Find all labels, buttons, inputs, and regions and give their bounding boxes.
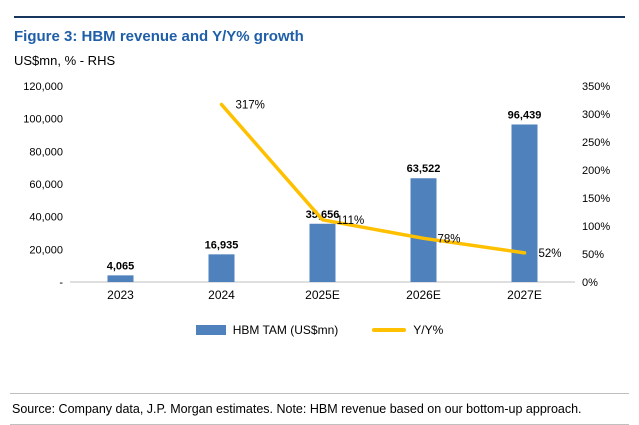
bar-series-swatch bbox=[195, 325, 226, 335]
yoy-point-label: 78% bbox=[438, 233, 461, 245]
bar-value-label: 16,935 bbox=[205, 239, 239, 251]
top-rule bbox=[14, 16, 625, 18]
chart-canvas: - 20,000 40,000 60,000 80,000 100,000 120,000 0… bbox=[23, 81, 610, 302]
bar-value-label: 4,065 bbox=[107, 260, 135, 272]
legend-item-yoy: Y/Y% bbox=[372, 323, 443, 337]
figure-footer: Source: Company data, J.P. Morgan estima… bbox=[0, 393, 639, 425]
source-note: Source: Company data, J.P. Morgan estima… bbox=[12, 402, 582, 416]
figure-title: Figure 3: HBM revenue and Y/Y% growth bbox=[14, 28, 304, 45]
bar bbox=[107, 275, 134, 282]
right-axis-tick: 50% bbox=[582, 249, 604, 261]
chart-legend: HBM TAM (US$mn) Y/Y% bbox=[0, 323, 639, 337]
bar bbox=[410, 178, 437, 282]
bar bbox=[309, 223, 336, 282]
x-axis-category-label: 2024 bbox=[208, 288, 235, 302]
x-axis-category-label: 2026E bbox=[406, 288, 441, 302]
figure-subtitle: US$mn, % - RHS bbox=[14, 53, 116, 68]
yoy-point-label: 111% bbox=[337, 215, 365, 227]
line-series-swatch bbox=[372, 328, 407, 332]
right-axis-tick: 300% bbox=[582, 109, 610, 121]
x-axis-category-label: 2025E bbox=[305, 288, 340, 302]
legend-label-yoy: Y/Y% bbox=[413, 323, 444, 337]
bar-value-label: 63,522 bbox=[407, 163, 441, 175]
right-axis-tick: 100% bbox=[582, 221, 610, 233]
left-axis-tick: 40,000 bbox=[29, 212, 63, 224]
legend-label-hbm-tam: HBM TAM (US$mn) bbox=[232, 323, 339, 337]
chart-area: - 20,000 40,000 60,000 80,000 100,000 120,000 0… bbox=[12, 74, 627, 319]
right-axis-tick: 0% bbox=[582, 277, 598, 289]
left-axis-tick: - bbox=[59, 277, 63, 289]
yoy-point-label: 52% bbox=[539, 248, 562, 260]
right-axis-tick: 200% bbox=[582, 165, 610, 177]
bar-value-label: 96,439 bbox=[508, 109, 542, 121]
yoy-line bbox=[219, 102, 527, 255]
right-axis-tick: 250% bbox=[582, 137, 610, 149]
bar bbox=[208, 254, 235, 282]
left-axis-tick: 100,000 bbox=[23, 114, 63, 126]
left-axis-tick: 120,000 bbox=[23, 81, 63, 93]
right-axis-tick: 150% bbox=[582, 193, 610, 205]
yoy-point-label: 317% bbox=[236, 99, 265, 111]
x-axis-category-label: 2027E bbox=[507, 288, 542, 302]
x-axis-category-label: 2023 bbox=[107, 288, 134, 302]
legend-item-hbm-tam: HBM TAM (US$mn) bbox=[195, 323, 339, 337]
left-axis-tick: 80,000 bbox=[29, 146, 63, 158]
footer-top-divider bbox=[10, 393, 629, 394]
left-axis-tick: 20,000 bbox=[29, 244, 63, 256]
bar bbox=[511, 124, 538, 282]
left-axis-tick: 60,000 bbox=[29, 179, 63, 191]
right-axis-tick: 350% bbox=[582, 81, 610, 93]
